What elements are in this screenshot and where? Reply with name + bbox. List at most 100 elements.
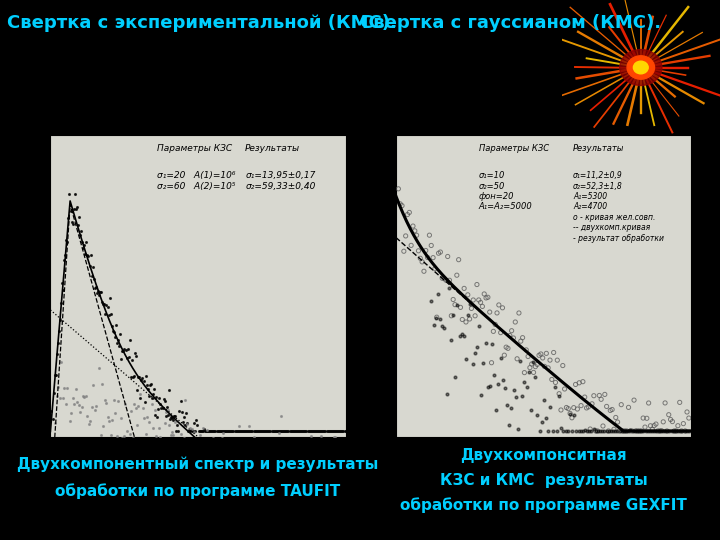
Point [435,248,446,256]
Point [63,214,74,222]
Point [256,427,268,435]
Point [462,291,474,299]
Point [674,398,685,407]
Point [48,389,59,397]
Point [559,427,571,435]
Point [466,304,477,313]
Point [53,327,65,335]
Point [416,258,428,266]
Point [241,427,253,435]
Point [581,403,593,412]
Point [121,427,132,436]
Point [118,432,130,441]
Point [70,205,81,213]
Point [664,427,675,435]
Point [409,226,420,235]
Point [508,385,519,394]
Point [124,429,135,438]
Point [613,427,625,435]
Point [307,427,318,435]
Point [438,323,450,332]
Point [171,441,182,449]
Point [184,427,195,435]
Point [57,394,68,402]
Point [521,382,532,391]
Point [528,368,539,377]
Point [544,356,556,364]
Point [586,427,598,435]
Point [584,427,595,435]
Point [554,389,565,398]
Point [74,407,86,416]
Point [258,436,270,445]
Point [623,427,634,435]
Point [115,414,127,422]
Point [585,425,596,434]
Point [150,393,162,402]
Point [605,406,616,415]
Point [54,316,66,325]
Point [58,286,69,295]
Point [111,431,122,440]
Point [551,427,562,435]
Point [297,481,309,489]
Point [456,330,467,339]
Point [467,296,479,305]
Point [681,427,693,435]
Point [105,310,117,319]
Point [132,386,143,395]
Point [400,232,411,240]
Point [83,252,94,261]
Point [45,414,56,422]
Point [486,359,498,367]
Point [162,406,174,414]
Point [141,381,153,389]
Point [333,446,344,454]
Point [334,496,346,504]
Point [130,348,141,357]
Point [232,438,243,447]
Point [96,380,108,389]
Point [65,206,76,215]
Point [207,427,219,435]
Point [599,427,611,435]
Point [140,430,151,438]
Point [586,400,598,408]
Point [122,345,133,354]
Point [436,322,448,330]
Point [553,392,564,400]
Point [225,427,237,435]
Point [442,252,454,261]
Point [320,427,331,435]
Point [189,427,201,435]
Point [72,221,84,230]
Point [179,421,191,430]
Point [398,247,410,255]
Point [107,416,118,424]
Point [84,416,96,425]
Point [211,427,222,435]
Point [153,404,164,413]
Point [249,427,261,435]
Point [86,272,97,281]
Point [433,249,444,258]
Point [639,423,651,431]
Point [196,427,207,435]
Point [426,241,437,250]
Point [152,456,163,464]
Text: КЗС и КМС  результаты: КЗС и КМС результаты [440,472,647,488]
Point [212,443,223,452]
Point [293,427,305,435]
Point [306,468,318,477]
Point [297,427,309,435]
Point [286,427,297,435]
Point [159,418,171,427]
Point [96,288,107,297]
Point [631,427,643,435]
Point [271,450,283,458]
Point [564,410,575,419]
Point [209,442,220,451]
Point [78,241,90,250]
Point [215,427,227,435]
Point [234,427,246,435]
